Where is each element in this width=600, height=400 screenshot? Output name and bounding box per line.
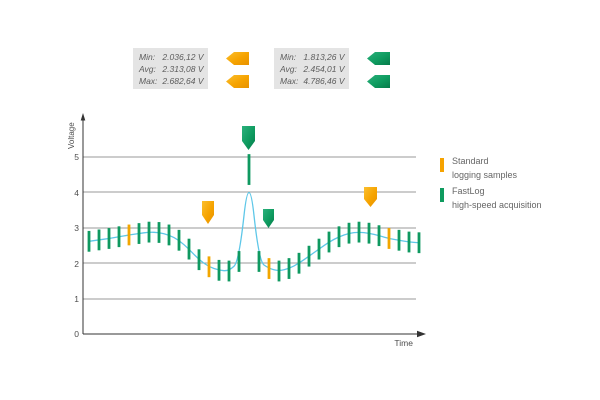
svg-text:1: 1 xyxy=(74,294,79,304)
svg-text:3: 3 xyxy=(74,223,79,233)
svg-text:0: 0 xyxy=(74,329,79,339)
svg-text:Voltage: Voltage xyxy=(67,122,76,149)
svg-text:4: 4 xyxy=(74,188,79,198)
svg-text:2: 2 xyxy=(74,259,79,269)
svg-text:5: 5 xyxy=(74,152,79,162)
svg-text:Time: Time xyxy=(394,338,413,348)
